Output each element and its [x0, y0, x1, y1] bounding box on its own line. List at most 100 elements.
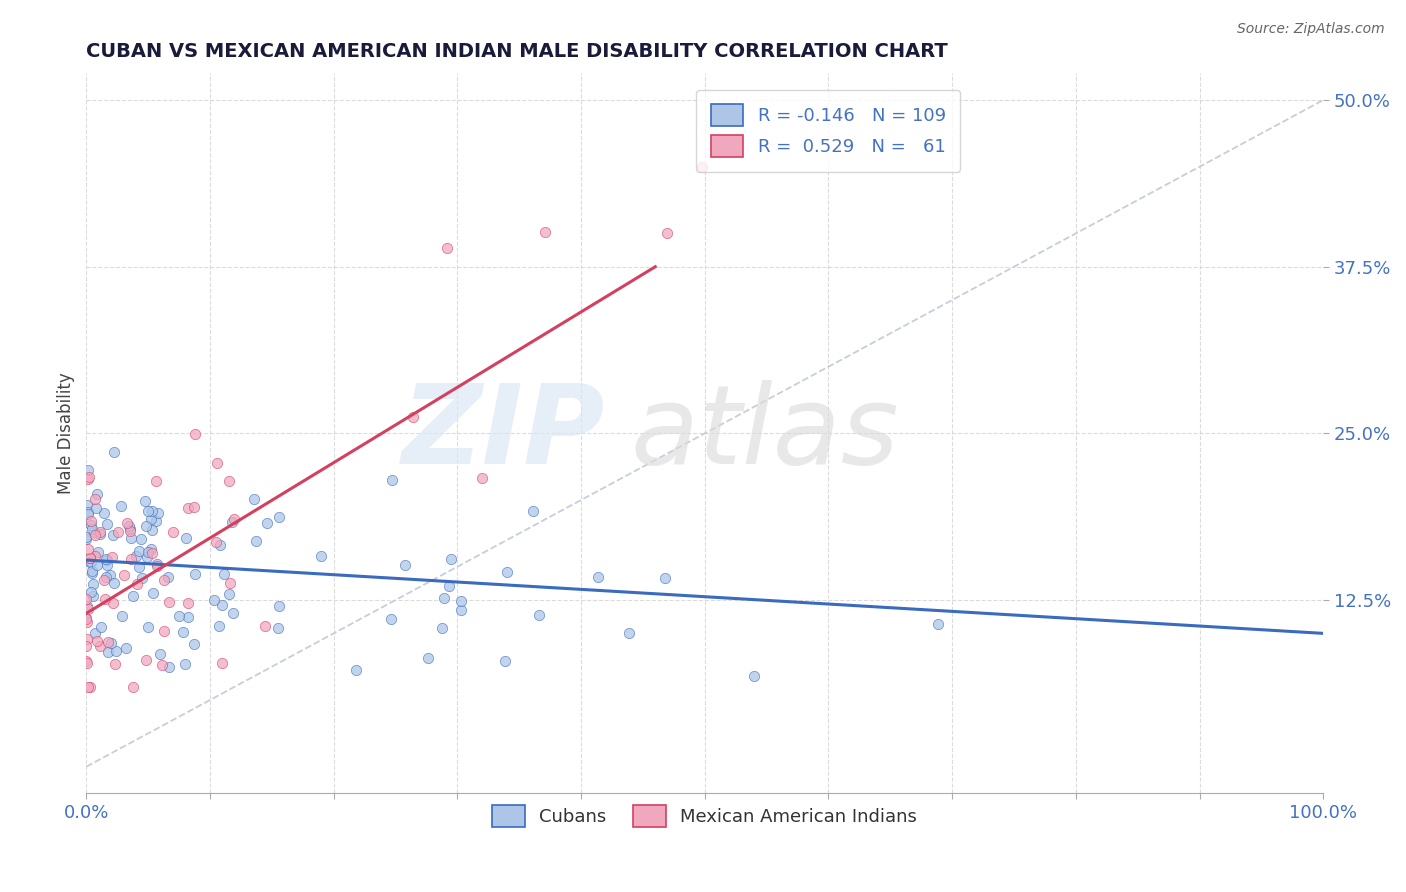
- Point: [142, 586, 165, 600]
- Point: [494, 654, 516, 668]
- Point: [156, 570, 179, 584]
- Point: [118, 524, 141, 538]
- Point: [394, 558, 416, 573]
- Point: [103, 445, 125, 459]
- Point: [76, 657, 98, 671]
- Point: [100, 635, 122, 649]
- Point: [430, 621, 453, 635]
- Point: [111, 609, 134, 624]
- Point: [105, 644, 128, 658]
- Point: [416, 651, 439, 665]
- Point: [159, 660, 181, 674]
- Point: [96, 558, 118, 572]
- Point: [437, 579, 460, 593]
- Point: [103, 575, 125, 590]
- Point: [86, 558, 108, 573]
- Point: [75, 654, 97, 668]
- Text: ZIP: ZIP: [402, 380, 606, 487]
- Point: [657, 226, 679, 240]
- Point: [134, 494, 156, 508]
- Point: [218, 474, 240, 488]
- Point: [120, 531, 142, 545]
- Point: [76, 505, 98, 519]
- Point: [436, 241, 458, 255]
- Point: [202, 593, 225, 607]
- Point: [344, 664, 367, 678]
- Point: [84, 528, 107, 542]
- Point: [139, 542, 162, 557]
- Point: [690, 160, 713, 174]
- Point: [77, 602, 100, 616]
- Point: [211, 598, 233, 612]
- Point: [617, 625, 640, 640]
- Point: [118, 519, 141, 533]
- Point: [174, 657, 197, 671]
- Point: [136, 545, 159, 559]
- Point: [136, 549, 159, 564]
- Point: [141, 523, 163, 537]
- Point: [82, 589, 104, 603]
- Point: [93, 592, 115, 607]
- Point: [93, 506, 115, 520]
- Point: [432, 591, 454, 605]
- Point: [75, 611, 97, 625]
- Point: [267, 599, 290, 614]
- Point: [104, 657, 127, 672]
- Point: [76, 615, 98, 629]
- Point: [205, 456, 228, 470]
- Point: [172, 625, 194, 640]
- Point: [209, 537, 232, 551]
- Point: [222, 512, 245, 526]
- Point: [245, 534, 267, 549]
- Point: [103, 528, 125, 542]
- Point: [107, 525, 129, 540]
- Point: [128, 560, 150, 574]
- Point: [522, 504, 544, 518]
- Point: [218, 587, 240, 601]
- Point: [89, 526, 111, 541]
- Point: [79, 584, 101, 599]
- Point: [177, 596, 200, 610]
- Point: [131, 570, 153, 584]
- Point: [75, 639, 97, 653]
- Point: [266, 621, 288, 635]
- Point: [145, 559, 167, 574]
- Point: [120, 551, 142, 566]
- Point: [136, 503, 159, 517]
- Point: [112, 567, 135, 582]
- Point: [75, 612, 97, 626]
- Point: [96, 553, 118, 567]
- Point: [76, 599, 98, 613]
- Point: [77, 463, 100, 477]
- Point: [76, 499, 98, 513]
- Text: CUBAN VS MEXICAN AMERICAN INDIAN MALE DISABILITY CORRELATION CHART: CUBAN VS MEXICAN AMERICAN INDIAN MALE DI…: [86, 42, 948, 61]
- Point: [222, 606, 245, 620]
- Point: [212, 566, 235, 581]
- Point: [76, 632, 98, 646]
- Point: [83, 491, 105, 506]
- Point: [77, 469, 100, 483]
- Legend: Cubans, Mexican American Indians: Cubans, Mexican American Indians: [485, 798, 925, 835]
- Point: [742, 669, 765, 683]
- Point: [146, 506, 169, 520]
- Point: [146, 557, 169, 571]
- Point: [135, 518, 157, 533]
- Y-axis label: Male Disability: Male Disability: [58, 373, 75, 494]
- Point: [79, 680, 101, 694]
- Point: [125, 549, 148, 563]
- Point: [136, 620, 159, 634]
- Point: [79, 555, 101, 569]
- Point: [495, 566, 517, 580]
- Point: [79, 550, 101, 565]
- Point: [90, 619, 112, 633]
- Point: [927, 616, 949, 631]
- Point: [440, 552, 463, 566]
- Point: [588, 570, 610, 584]
- Point: [76, 542, 98, 557]
- Point: [183, 637, 205, 651]
- Point: [84, 625, 107, 640]
- Point: [117, 516, 139, 530]
- Point: [654, 571, 676, 585]
- Point: [115, 641, 138, 656]
- Point: [101, 550, 124, 565]
